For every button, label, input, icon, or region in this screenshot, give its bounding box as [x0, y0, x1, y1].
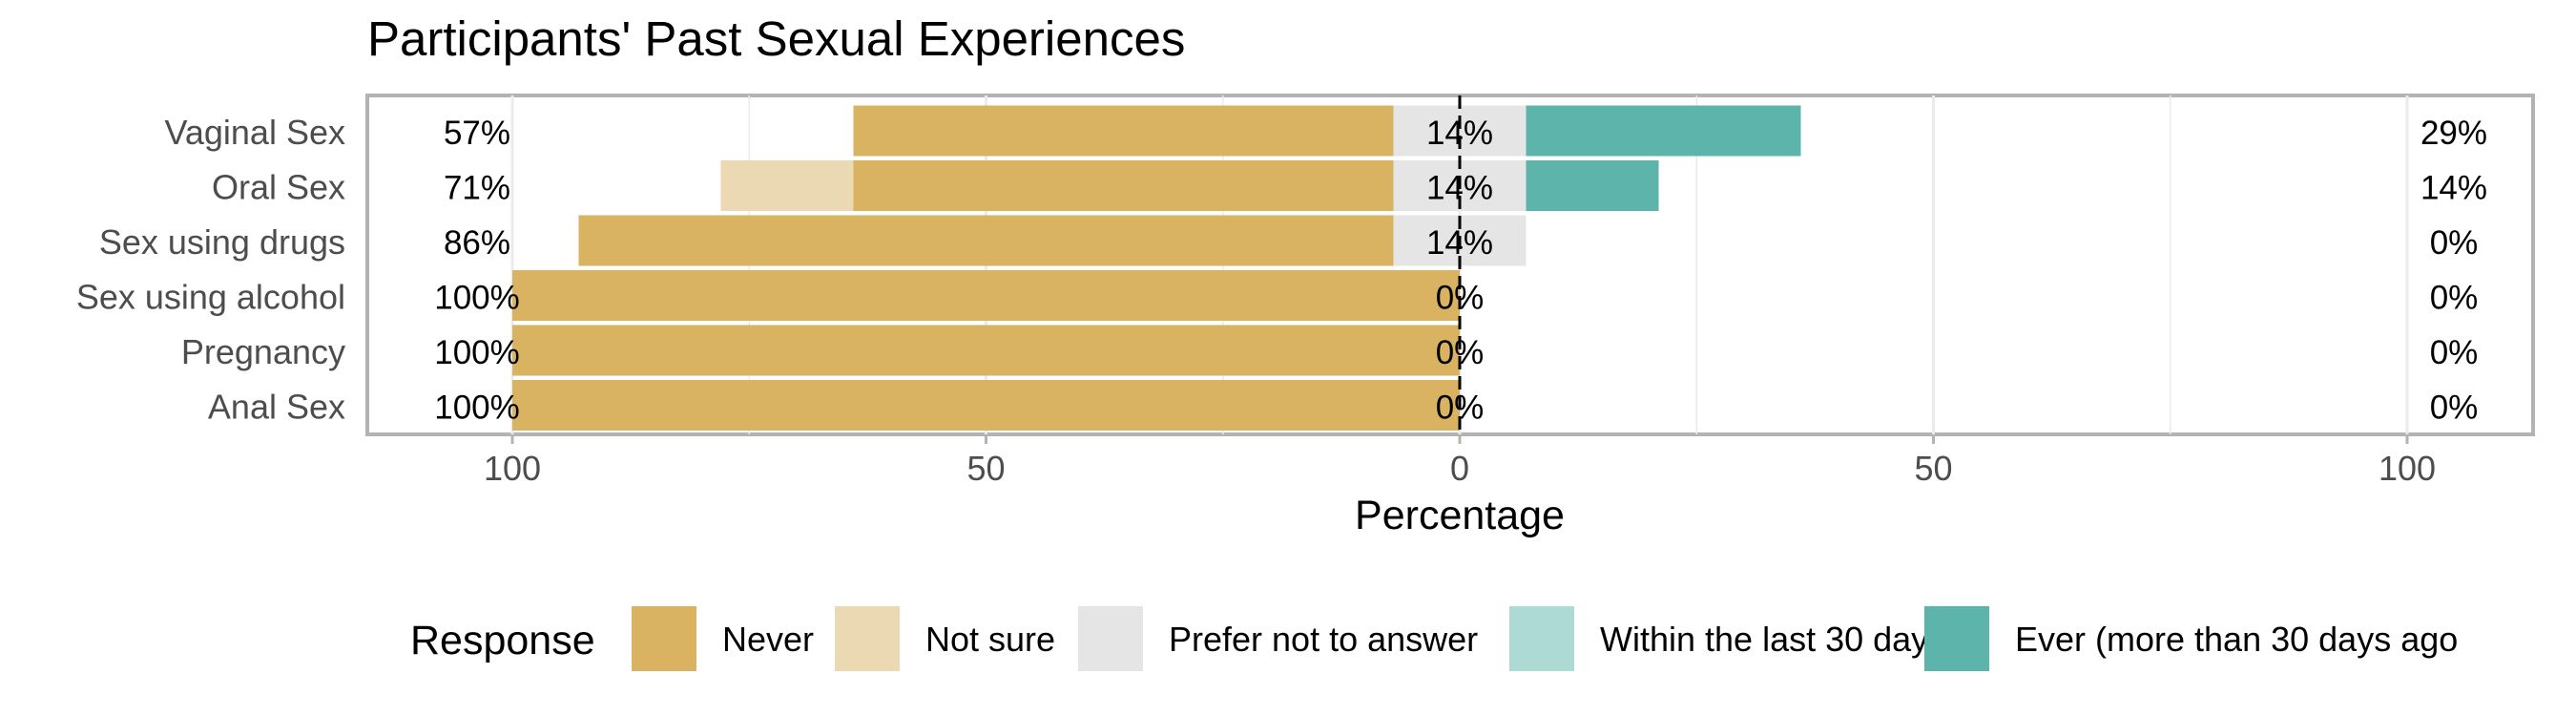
legend-key-never [632, 606, 696, 671]
legend-key-ever-more-than-30-days-ago [1924, 606, 1989, 671]
left-percent-label: 100% [434, 334, 520, 371]
center-percent-label: 14% [1426, 224, 1493, 262]
plot-area: 57% 14% 29% 71% 14% 14% 86% 14% 0% 100% 0% 0% 100% 0%… [365, 94, 2535, 436]
center-percent-label: 0% [1436, 334, 1485, 371]
bar-never [512, 380, 1460, 431]
legend-label: Within the last 30 days [1600, 620, 1945, 659]
legend-label: Prefer not to answer [1169, 620, 1478, 659]
y-tick-label: Anal Sex [208, 388, 345, 427]
right-percent-label: 0% [2430, 390, 2479, 427]
x-tick-label: 100 [484, 449, 541, 488]
right-percent-label: 29% [2420, 115, 2487, 152]
left-percent-label: 100% [434, 390, 520, 427]
right-percent-label: 0% [2430, 224, 2479, 262]
bar-never [853, 160, 1394, 211]
bar-ever-more-than-30-days-ago [1526, 160, 1659, 211]
center-percent-label: 14% [1426, 170, 1493, 207]
left-percent-label: 57% [444, 115, 510, 152]
chart-title: Participants' Past Sexual Experiences [367, 11, 1185, 66]
y-tick-label: Sex using alcohol [76, 278, 345, 317]
x-tick-label: 50 [966, 449, 1005, 488]
y-tick-label: Oral Sex [212, 168, 345, 207]
x-axis: 100 50 0 50 100 [484, 434, 2436, 488]
center-percent-label: 14% [1426, 115, 1493, 152]
bar-never [512, 325, 1460, 376]
center-percent-label: 0% [1436, 280, 1485, 317]
right-percent-label: 0% [2430, 334, 2479, 371]
legend-label: Not sure [925, 620, 1055, 659]
bar-never [578, 215, 1394, 266]
bar-never [512, 270, 1460, 321]
y-tick-label: Pregnancy [181, 332, 345, 371]
left-percent-label: 71% [444, 170, 510, 207]
left-percent-label: 86% [444, 224, 510, 262]
legend-key-prefer-not-to-answer [1078, 606, 1143, 671]
center-percent-label: 0% [1436, 390, 1485, 427]
bar-not-sure [720, 160, 854, 211]
legend-key-within-the-last-30-days [1509, 606, 1574, 671]
x-axis-label: Percentage [1355, 493, 1565, 538]
right-percent-label: 0% [2430, 280, 2479, 317]
bar-ever-more-than-30-days-ago [1526, 105, 1801, 157]
y-tick-label: Vaginal Sex [165, 113, 345, 152]
legend-title: Response [410, 618, 595, 663]
legend-key-not-sure [835, 606, 900, 671]
legend-label: Never [722, 620, 814, 659]
y-axis: Vaginal Sex Oral Sex Sex using drugs Sex us… [76, 113, 345, 427]
x-tick-label: 50 [1914, 449, 1952, 488]
legend-label: Ever (more than 30 days ago [2015, 620, 2458, 659]
y-tick-label: Sex using drugs [99, 222, 345, 262]
bar-never [853, 105, 1394, 157]
legend: Response Never Not sure Prefer not to answ… [410, 606, 2458, 671]
left-percent-label: 100% [434, 280, 520, 317]
right-percent-label: 14% [2420, 170, 2487, 207]
panel-border [365, 94, 2535, 436]
x-tick-label: 0 [1450, 449, 1469, 488]
x-tick-label: 100 [2379, 449, 2436, 488]
